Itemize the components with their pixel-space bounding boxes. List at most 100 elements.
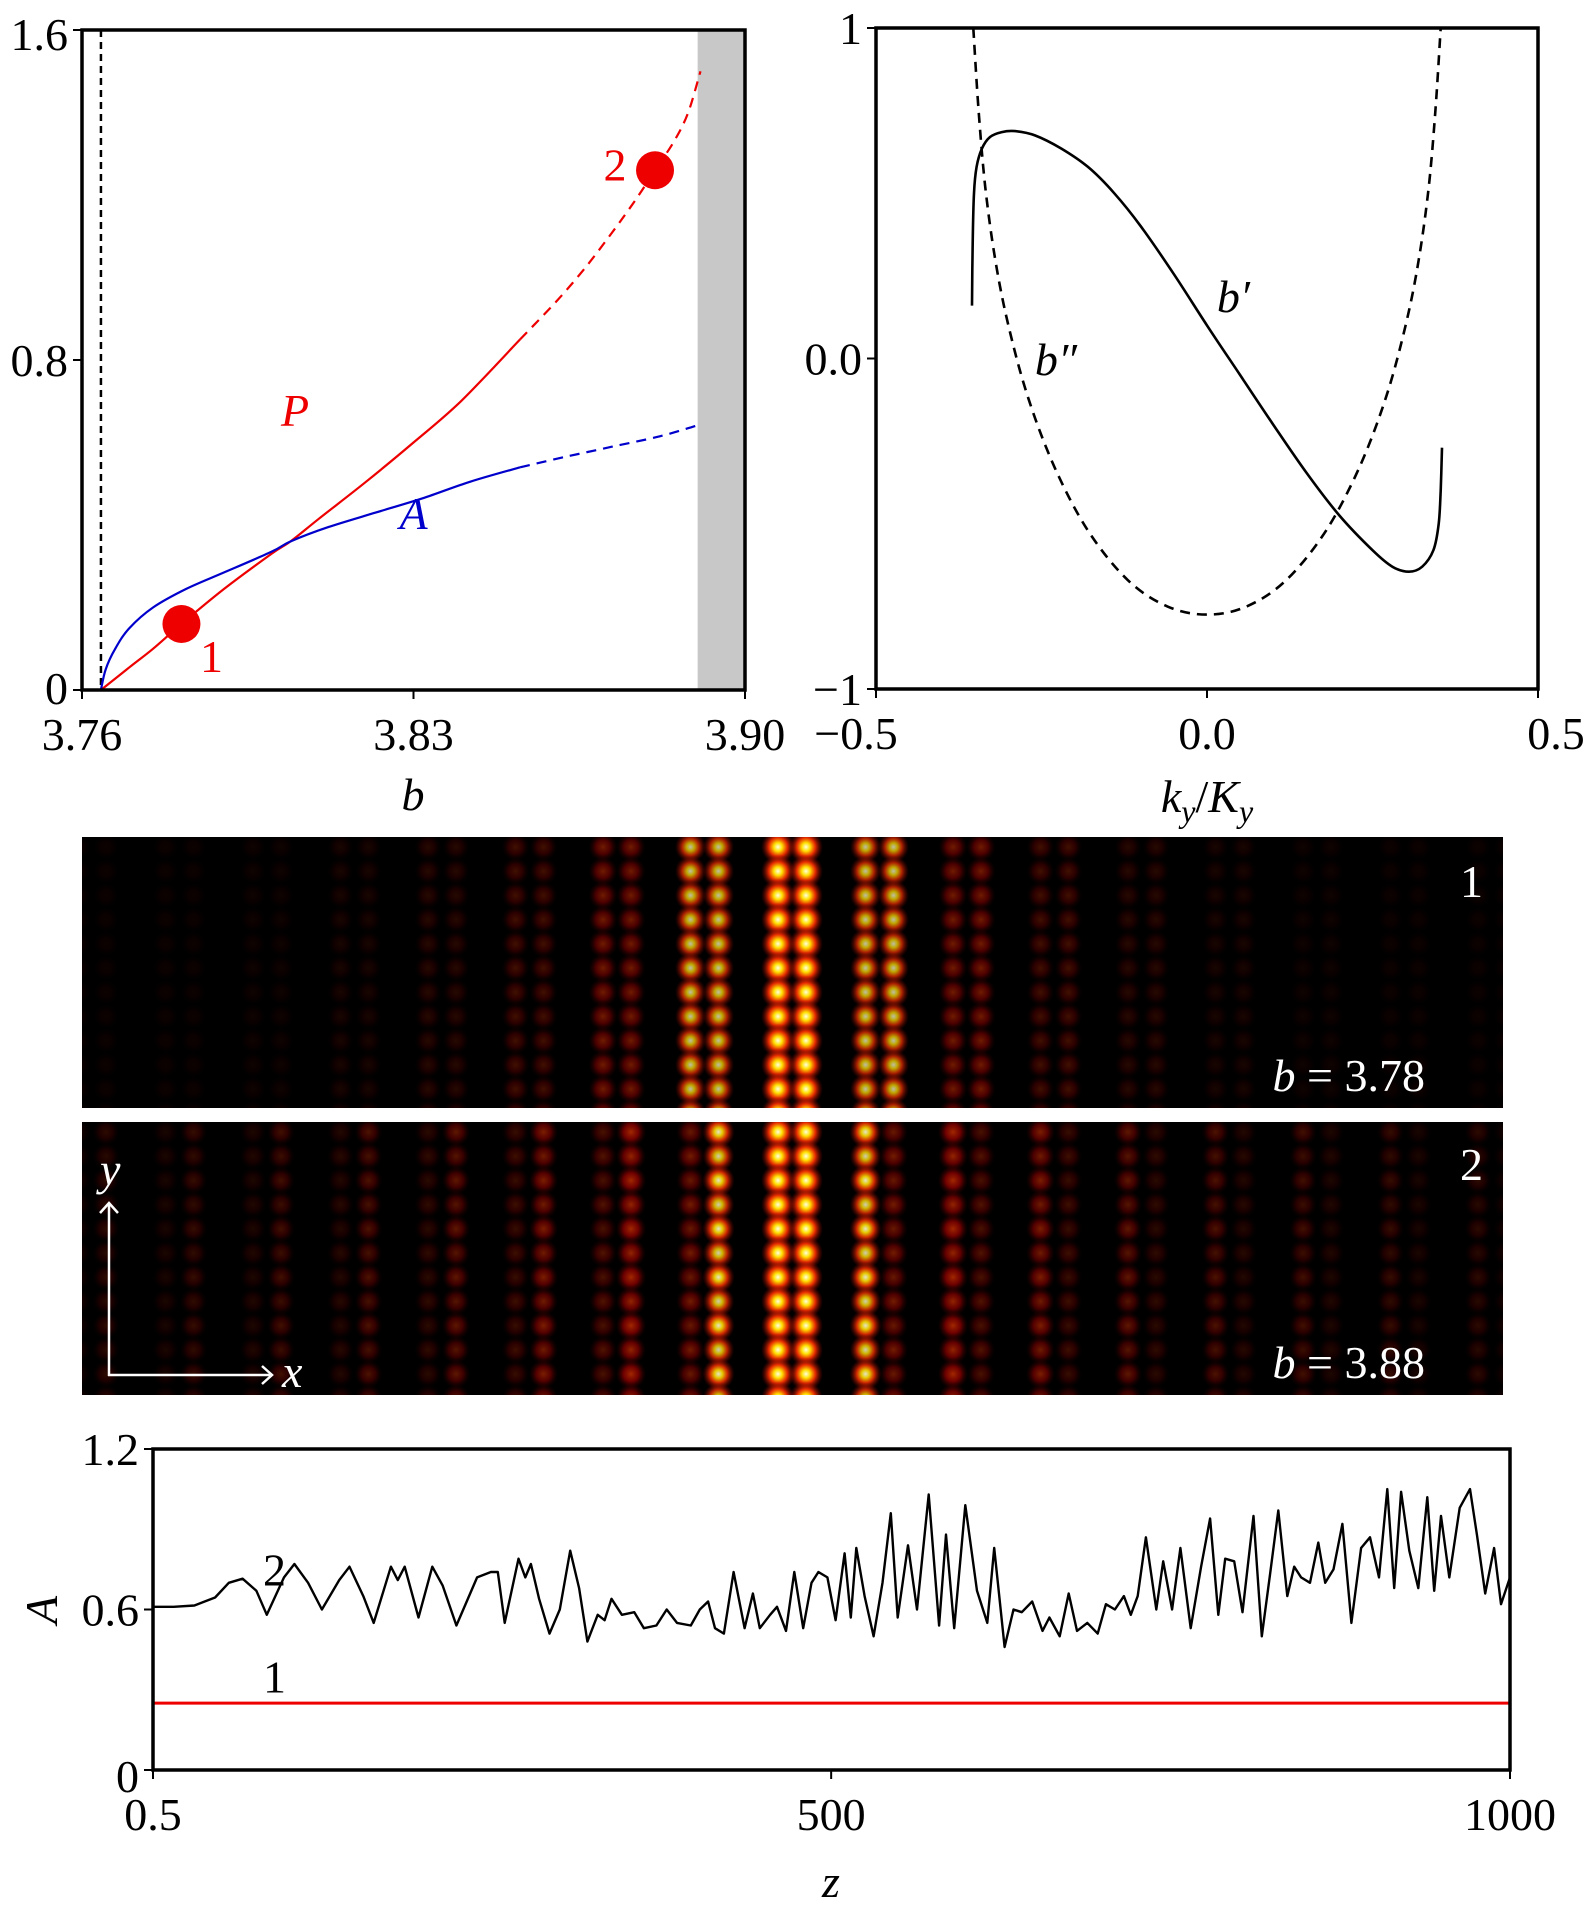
intensity-dot xyxy=(1025,1214,1056,1244)
intensity-dot xyxy=(152,930,179,957)
intensity-dot xyxy=(1464,858,1492,885)
intensity-dot xyxy=(1230,906,1257,933)
intensity-dot xyxy=(967,1408,995,1436)
intensity-dot xyxy=(529,1026,558,1055)
intensity-dot xyxy=(239,930,267,957)
intensity-dot xyxy=(938,1456,968,1486)
intensity-dot xyxy=(1114,1027,1142,1055)
panel-b-xtick-label: 0.0 xyxy=(1178,708,1236,759)
intensity-dot xyxy=(239,1075,267,1103)
intensity-dot xyxy=(939,1098,967,1108)
panel-a-ytick-label: 0 xyxy=(45,663,68,714)
intensity-dot xyxy=(529,954,558,982)
intensity-dot xyxy=(355,978,382,1006)
intensity-dot xyxy=(414,1142,442,1170)
intensity-dot xyxy=(355,1529,383,1557)
intensity-dot xyxy=(1142,1263,1170,1291)
intensity-dot xyxy=(1054,929,1083,958)
intensity-dot xyxy=(1464,1481,1491,1508)
intensity-dot xyxy=(82,931,92,957)
intensity-dot xyxy=(589,1166,617,1195)
panel-a-xtick-label: 3.83 xyxy=(373,709,454,760)
intensity-dot xyxy=(674,928,707,960)
intensity-dot xyxy=(1142,1142,1170,1170)
intensity-dot xyxy=(327,1360,354,1388)
intensity-dot xyxy=(414,978,442,1006)
intensity-dot xyxy=(1317,906,1345,933)
intensity-dot xyxy=(179,1239,208,1267)
intensity-dot xyxy=(1201,1239,1230,1267)
intensity-dot xyxy=(879,1262,908,1292)
intensity-dot xyxy=(414,1287,442,1316)
intensity-dot xyxy=(877,837,910,863)
intensity-dot xyxy=(327,1003,354,1030)
intensity-dot xyxy=(1113,1335,1143,1364)
intensity-dot xyxy=(414,1433,441,1460)
intensity-dot xyxy=(414,1312,442,1340)
intensity-dot xyxy=(1377,906,1404,933)
intensity-dot xyxy=(82,1337,92,1363)
intensity-dot xyxy=(1317,1122,1345,1146)
intensity-dot xyxy=(938,1189,968,1220)
intensity-dot xyxy=(879,1214,908,1244)
intensity-dot xyxy=(702,1140,735,1173)
intensity-dot xyxy=(327,1075,354,1103)
intensity-dot xyxy=(501,1215,530,1243)
intensity-dot xyxy=(414,1002,442,1030)
intensity-dot xyxy=(529,978,558,1007)
intensity-dot xyxy=(152,1239,179,1267)
intensity-dot xyxy=(1054,954,1083,982)
intensity-dot xyxy=(616,1074,646,1104)
intensity-dot xyxy=(414,1336,442,1364)
panel-d-param-name: b xyxy=(1273,1337,1296,1388)
intensity-dot xyxy=(879,1505,908,1534)
intensity-dot xyxy=(82,1122,92,1145)
intensity-dot xyxy=(1026,978,1055,1007)
intensity-dot xyxy=(1289,1122,1317,1146)
intensity-dot xyxy=(1114,954,1142,982)
intensity-dot xyxy=(528,1286,559,1316)
intensity-dot xyxy=(152,979,179,1006)
intensity-dot xyxy=(789,878,823,913)
intensity-dot xyxy=(1230,857,1257,885)
intensity-dot xyxy=(1202,1051,1229,1079)
intensity-dot xyxy=(1317,1191,1345,1219)
intensity-dot xyxy=(761,975,795,1010)
intensity-dot xyxy=(849,1309,882,1342)
intensity-dot xyxy=(616,1432,646,1462)
panel-e-xlabel: z xyxy=(821,1856,840,1907)
intensity-dot xyxy=(588,880,618,910)
intensity-dot xyxy=(1376,1336,1405,1364)
intensity-dot xyxy=(702,1455,734,1487)
intensity-dot xyxy=(676,1383,705,1395)
intensity-dot xyxy=(938,1074,968,1104)
intensity-dot xyxy=(674,855,707,887)
intensity-dot xyxy=(501,1360,530,1388)
intensity-dot xyxy=(761,1430,795,1464)
intensity-dot xyxy=(92,1481,119,1508)
intensity-dot xyxy=(1376,1263,1405,1291)
intensity-dot xyxy=(789,1430,823,1464)
panel-e-xtick-label: 500 xyxy=(797,1789,866,1840)
panel-e-frame xyxy=(151,1447,1512,1772)
intensity-dot xyxy=(327,906,354,933)
intensity-dot xyxy=(1405,1215,1432,1243)
intensity-dot xyxy=(1201,1457,1229,1485)
intensity-dot xyxy=(1377,954,1404,982)
intensity-dot xyxy=(1054,857,1083,886)
intensity-dot xyxy=(502,1409,530,1437)
intensity-dot xyxy=(676,1480,705,1509)
intensity-dot xyxy=(528,1141,559,1171)
intensity-dot xyxy=(877,1073,910,1105)
intensity-dot xyxy=(92,1336,120,1364)
intensity-dot xyxy=(1289,1530,1317,1558)
intensity-dot xyxy=(239,1003,267,1030)
intensity-dot xyxy=(1464,1003,1492,1030)
intensity-dot xyxy=(501,1026,530,1055)
intensity-dot xyxy=(588,1190,618,1219)
panel-c-label: 1 xyxy=(1460,856,1483,907)
intensity-dot xyxy=(1464,1457,1491,1484)
y-arrow-label: y xyxy=(96,1144,121,1195)
intensity-dot xyxy=(789,1526,823,1560)
intensity-dot xyxy=(502,1457,530,1485)
